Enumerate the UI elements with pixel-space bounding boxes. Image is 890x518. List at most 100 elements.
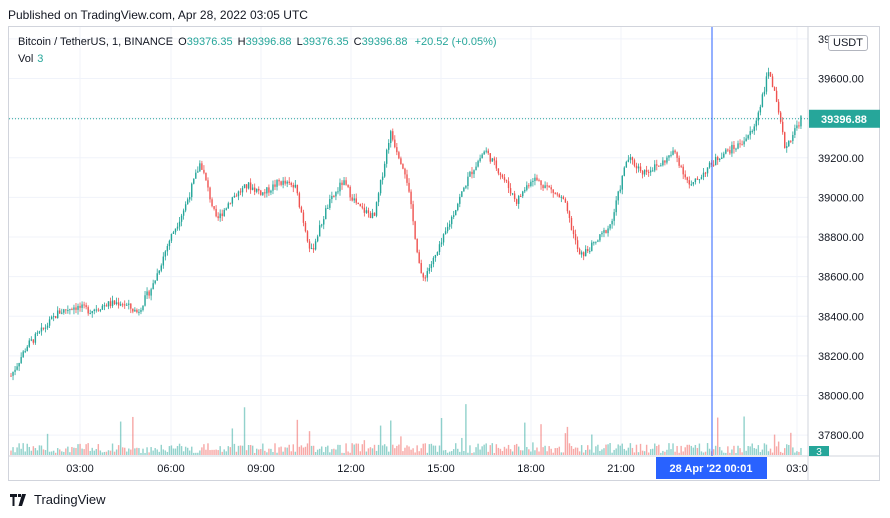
candle-body bbox=[678, 157, 680, 166]
volume-label[interactable]: Vol bbox=[18, 53, 34, 65]
volume-bar bbox=[741, 452, 743, 455]
y-tick-label: 38200.00 bbox=[818, 351, 864, 363]
candle-body bbox=[318, 225, 321, 237]
volume-bar bbox=[503, 446, 506, 455]
symbol-name[interactable]: Bitcoin / TetherUS, 1, BINANCE bbox=[18, 36, 174, 48]
volume-bar bbox=[188, 450, 191, 455]
candle-body bbox=[160, 265, 162, 271]
candle-body bbox=[765, 76, 768, 92]
candle-body bbox=[97, 309, 100, 311]
currency-button[interactable]: USDT bbox=[828, 35, 868, 51]
volume-bar bbox=[111, 443, 114, 455]
volume-bar bbox=[416, 445, 418, 455]
candle-body bbox=[40, 327, 43, 332]
volume-bar bbox=[491, 443, 494, 455]
candle-body bbox=[36, 332, 39, 334]
volume-bar bbox=[225, 451, 227, 455]
candle-body bbox=[95, 309, 98, 311]
candle-body bbox=[550, 187, 552, 190]
volume-bar bbox=[643, 451, 646, 455]
volume-bar bbox=[412, 448, 414, 455]
volume-bar bbox=[237, 445, 240, 455]
candle-body bbox=[302, 212, 305, 223]
volume-bar bbox=[749, 446, 751, 455]
high-value: 39396.88 bbox=[245, 36, 292, 48]
candle-body bbox=[349, 186, 351, 198]
volume-bar bbox=[481, 446, 483, 455]
candle-body bbox=[702, 172, 705, 178]
volume-bar bbox=[763, 443, 766, 455]
candle-body bbox=[166, 246, 169, 252]
volume-bar bbox=[530, 451, 532, 455]
candle-body bbox=[712, 164, 715, 166]
candle-body bbox=[763, 91, 766, 95]
volume-bar bbox=[719, 446, 721, 455]
candle-body bbox=[333, 196, 335, 198]
volume-bar bbox=[444, 449, 447, 455]
volume-bar bbox=[24, 451, 26, 455]
footer-brand[interactable]: TradingView bbox=[10, 492, 106, 507]
candle-body bbox=[497, 168, 500, 174]
x-tick-label: 21:00 bbox=[607, 463, 635, 475]
volume-bar bbox=[373, 444, 376, 455]
volume-bar bbox=[402, 451, 404, 455]
volume-bar bbox=[235, 451, 238, 455]
candle-body bbox=[524, 189, 526, 192]
candle-body bbox=[656, 164, 658, 166]
candle-body bbox=[741, 144, 743, 146]
candle-body bbox=[103, 305, 106, 307]
volume-bar bbox=[684, 447, 686, 455]
volume-bar bbox=[306, 443, 309, 455]
x-tick-label: 03:0 bbox=[786, 463, 807, 475]
volume-bar bbox=[400, 436, 402, 455]
volume-bar bbox=[457, 448, 459, 455]
volume-bar bbox=[87, 443, 89, 455]
volume-bar bbox=[278, 447, 280, 455]
volume-bar bbox=[390, 420, 392, 455]
volume-bar bbox=[755, 448, 758, 455]
candle-body bbox=[239, 191, 242, 193]
volume-bar bbox=[26, 443, 28, 455]
volume-bar bbox=[658, 444, 660, 455]
candle-body bbox=[526, 185, 528, 190]
volume-bar bbox=[38, 445, 41, 455]
candle-body bbox=[572, 230, 575, 235]
volume-bar bbox=[239, 445, 242, 455]
volume-bar bbox=[723, 452, 725, 455]
candle-body bbox=[217, 216, 219, 219]
volume-bar bbox=[14, 452, 16, 455]
y-tick-label: 39600.00 bbox=[818, 74, 864, 86]
candle-body bbox=[520, 195, 522, 197]
volume-bar bbox=[335, 449, 337, 455]
volume-bar bbox=[288, 444, 290, 455]
change-value: +20.52 (+0.05%) bbox=[414, 36, 497, 48]
candle-body bbox=[658, 165, 660, 167]
chart-frame[interactable] bbox=[8, 26, 880, 481]
volume-bar bbox=[773, 434, 776, 455]
volume-bar bbox=[613, 449, 615, 455]
volume-bar bbox=[796, 451, 798, 455]
volume-bar bbox=[495, 444, 498, 455]
candle-body bbox=[85, 305, 87, 308]
candle-body bbox=[325, 208, 327, 220]
candle-body bbox=[375, 202, 378, 216]
candle-body bbox=[400, 158, 402, 165]
volume-bar bbox=[526, 447, 528, 455]
volume-bar bbox=[298, 446, 301, 455]
candle-body bbox=[91, 310, 93, 314]
candle-body bbox=[721, 157, 723, 159]
volume-bar bbox=[605, 444, 607, 455]
candle-body bbox=[467, 176, 469, 187]
candle-body bbox=[436, 252, 439, 255]
volume-bar bbox=[375, 450, 378, 455]
candle-body bbox=[430, 264, 433, 269]
volume-bar bbox=[182, 451, 185, 455]
candle-body bbox=[270, 190, 272, 193]
candle-body bbox=[75, 307, 77, 310]
volume-bar bbox=[329, 452, 331, 455]
candle-body bbox=[61, 312, 63, 314]
candle-body bbox=[416, 238, 418, 253]
volume-bar bbox=[712, 449, 715, 455]
candle-body bbox=[692, 182, 695, 185]
